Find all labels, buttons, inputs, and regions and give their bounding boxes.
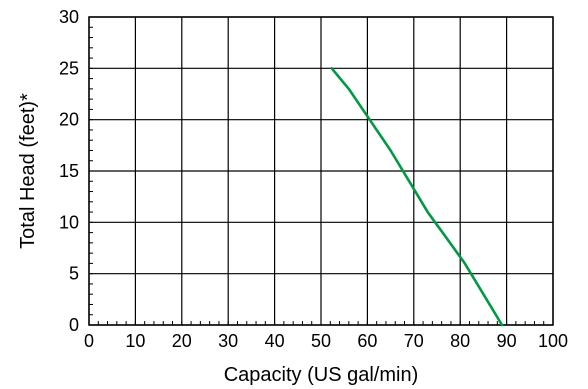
x-tick-label: 20 <box>172 331 192 351</box>
y-tick-label: 5 <box>69 264 79 284</box>
x-tick-label: 40 <box>265 331 285 351</box>
x-tick-labels: 0 10 20 30 40 50 60 70 80 90 100 <box>84 331 568 351</box>
x-tick-label: 60 <box>357 331 377 351</box>
plot-frame <box>88 16 554 326</box>
series-line-0 <box>330 67 504 327</box>
y-tick-label: 15 <box>59 161 79 181</box>
grid <box>88 16 554 326</box>
x-tick-label: 0 <box>84 331 94 351</box>
x-axis-label: Capacity (US gal/min) <box>224 364 419 386</box>
y-tick-label: 30 <box>59 7 79 27</box>
x-tick-label: 50 <box>311 331 331 351</box>
y-axis-label: Total Head (feet)* <box>17 93 39 249</box>
y-tick-label: 25 <box>59 58 79 78</box>
series-layer <box>330 67 504 327</box>
x-tick-label: 100 <box>538 331 568 351</box>
y-tick-label: 0 <box>69 315 79 335</box>
y-tick-label: 10 <box>59 212 79 232</box>
x-tick-label: 90 <box>497 331 517 351</box>
x-tick-label: 10 <box>125 331 145 351</box>
x-tick-label: 80 <box>450 331 470 351</box>
x-tick-label: 30 <box>218 331 238 351</box>
y-tick-label: 20 <box>59 110 79 130</box>
y-tick-labels: 0 5 10 15 20 25 30 <box>59 7 79 335</box>
x-tick-label: 70 <box>404 331 424 351</box>
